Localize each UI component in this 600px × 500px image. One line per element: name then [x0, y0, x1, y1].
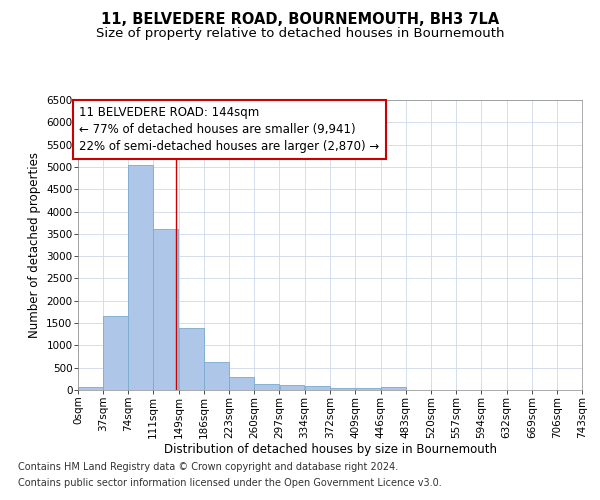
- Bar: [78, 387, 103, 390]
- Bar: [128, 164, 153, 390]
- Bar: [356, 388, 380, 390]
- X-axis label: Distribution of detached houses by size in Bournemouth: Distribution of detached houses by size …: [163, 443, 497, 456]
- Bar: [331, 388, 355, 390]
- Bar: [380, 388, 406, 390]
- Bar: [154, 230, 178, 390]
- Bar: [229, 377, 254, 390]
- Bar: [103, 316, 128, 390]
- Bar: [204, 362, 229, 390]
- Y-axis label: Number of detached properties: Number of detached properties: [28, 152, 41, 338]
- Text: 11, BELVEDERE ROAD, BOURNEMOUTH, BH3 7LA: 11, BELVEDERE ROAD, BOURNEMOUTH, BH3 7LA: [101, 12, 499, 28]
- Bar: [179, 328, 204, 390]
- Text: Contains HM Land Registry data © Crown copyright and database right 2024.: Contains HM Land Registry data © Crown c…: [18, 462, 398, 472]
- Text: Contains public sector information licensed under the Open Government Licence v3: Contains public sector information licen…: [18, 478, 442, 488]
- Text: Size of property relative to detached houses in Bournemouth: Size of property relative to detached ho…: [96, 28, 504, 40]
- Bar: [280, 385, 304, 390]
- Bar: [305, 386, 329, 390]
- Text: 11 BELVEDERE ROAD: 144sqm
← 77% of detached houses are smaller (9,941)
22% of se: 11 BELVEDERE ROAD: 144sqm ← 77% of detac…: [79, 106, 380, 153]
- Bar: [254, 384, 280, 390]
